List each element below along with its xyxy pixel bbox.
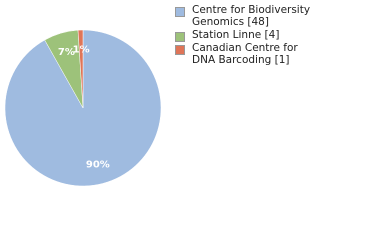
legend-swatch <box>175 45 185 55</box>
slice-label: 7% <box>58 47 75 58</box>
legend-item: Canadian Centre for DNA Barcoding [1] <box>172 42 322 66</box>
legend-swatch <box>175 32 185 42</box>
legend-label: Centre for Biodiversity Genomics [48] <box>192 4 311 28</box>
slice-label: 90% <box>86 160 110 171</box>
legend-swatch <box>175 7 185 17</box>
slice-label: 1% <box>73 45 90 56</box>
legend-item: Centre for Biodiversity Genomics [48] <box>172 4 322 28</box>
legend-item: Station Linne [4] <box>172 29 322 42</box>
pie-slice <box>77 29 84 109</box>
legend-label: Station Linne [4] <box>192 29 280 41</box>
legend-label: Canadian Centre for DNA Barcoding [1] <box>192 42 298 66</box>
legend: Centre for Biodiversity Genomics [48] Sta… <box>172 4 322 67</box>
